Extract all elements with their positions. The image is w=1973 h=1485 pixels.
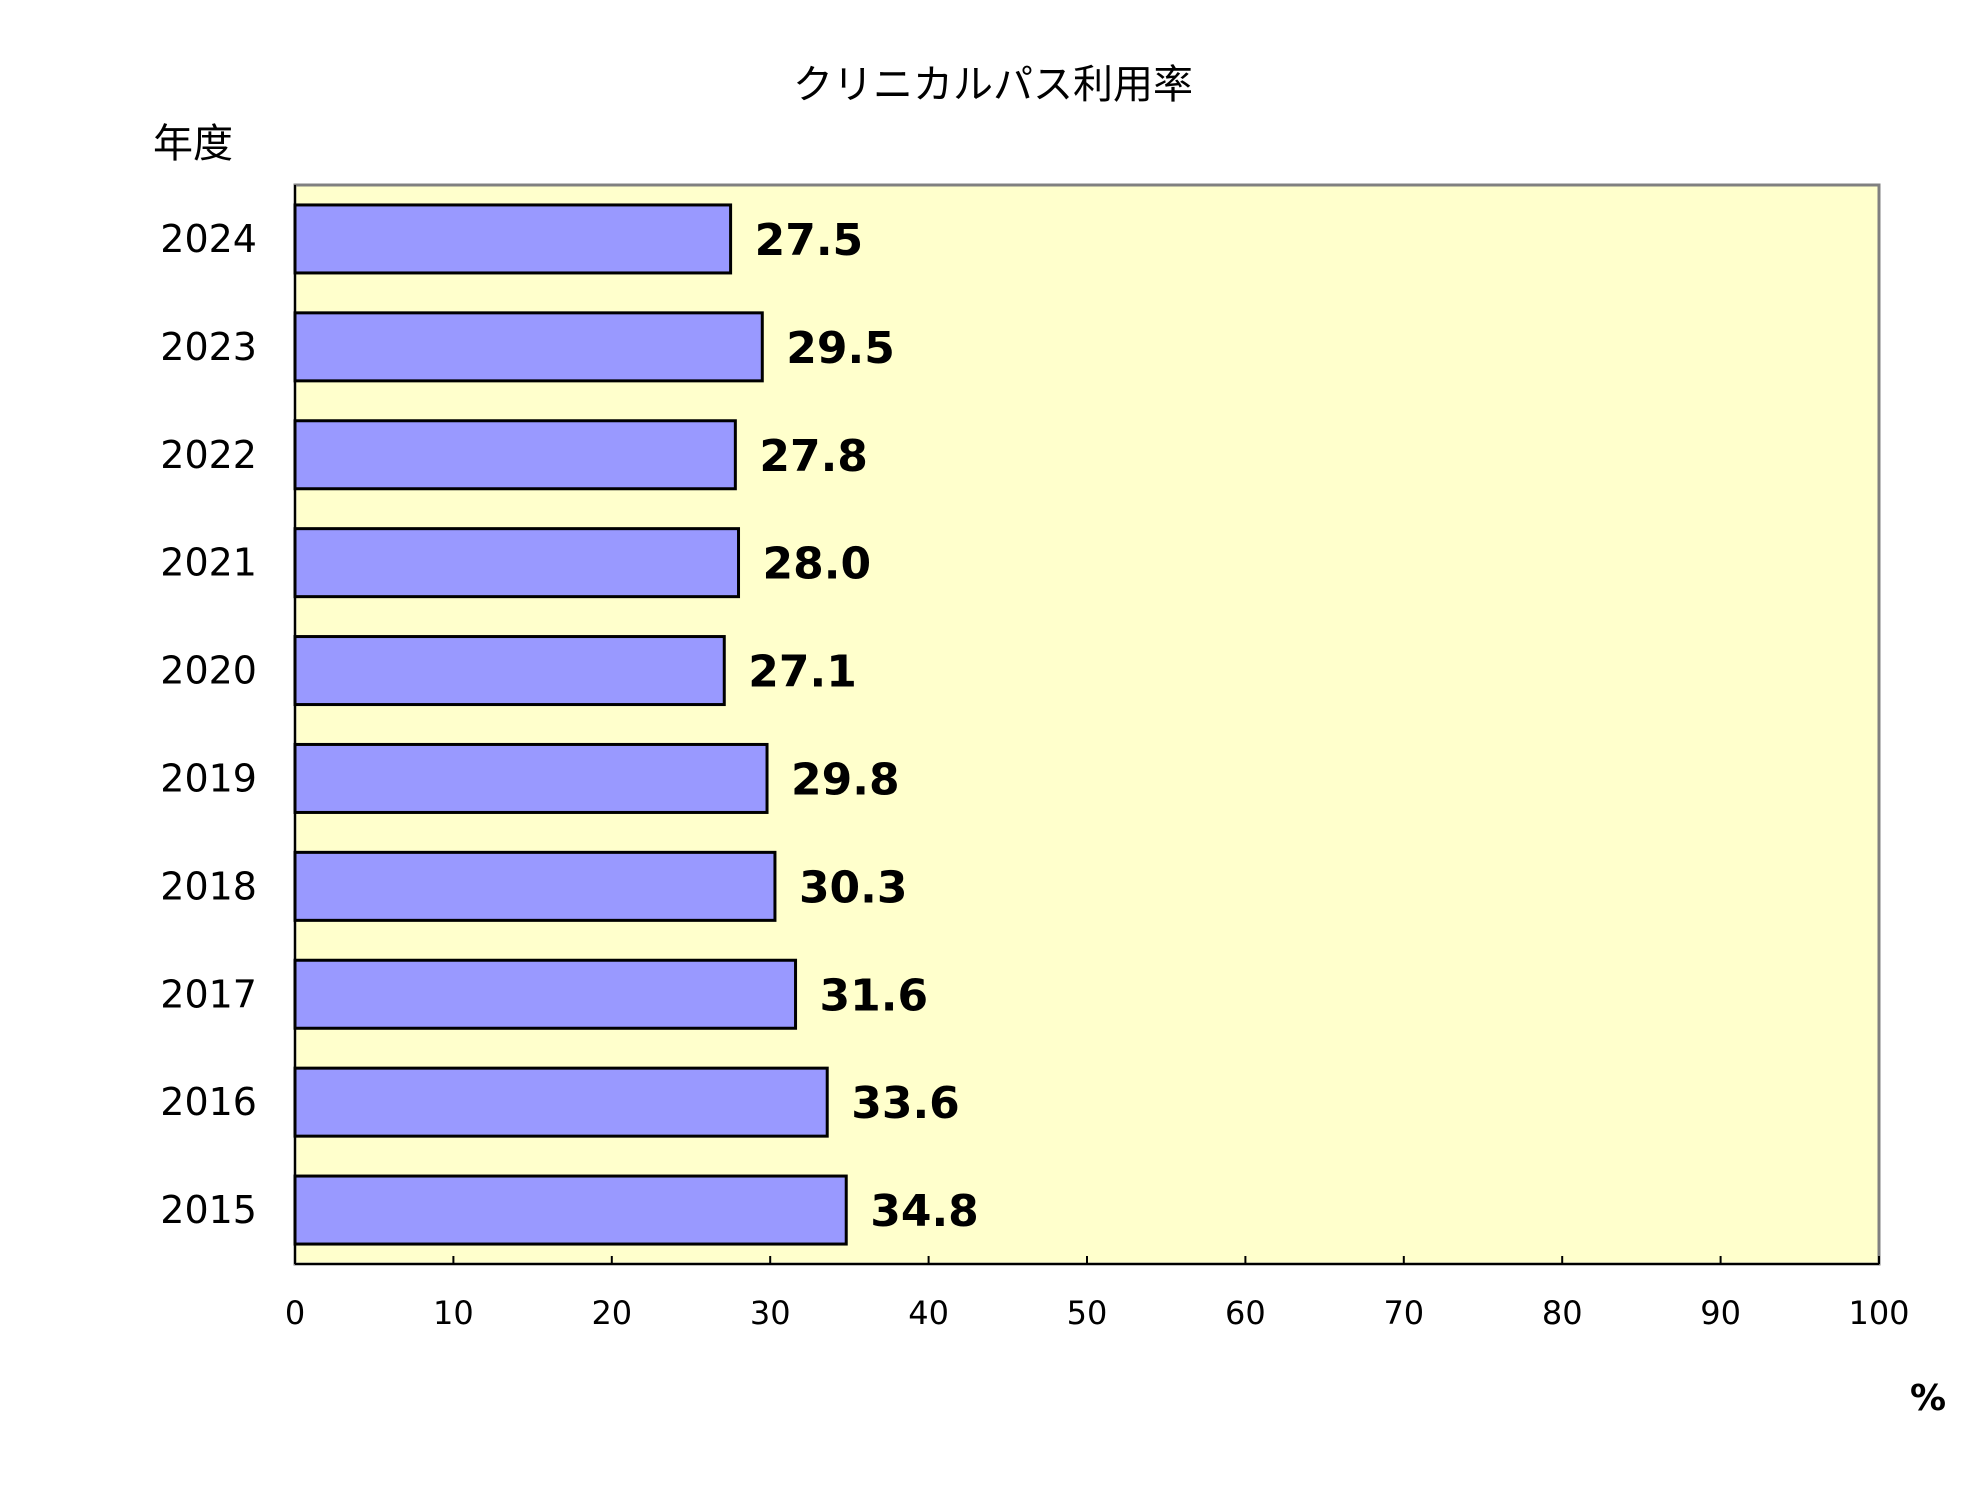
bar-2018 [293, 850, 777, 922]
x-tick-label-60: 60 [1225, 1294, 1266, 1332]
x-tick-label-90: 90 [1700, 1294, 1741, 1332]
bars-group [293, 203, 848, 1246]
bar-2015 [293, 1174, 848, 1246]
category-label-2018: 2018 [160, 864, 257, 908]
y-axis-label: 年度 [153, 121, 233, 167]
bar-2020 [293, 635, 726, 707]
x-tick-label-100: 100 [1848, 1294, 1909, 1332]
value-labels: 27.5 29.5 27.8 28.0 27.1 29.8 30.3 31.6 33.6 34.8 [748, 215, 979, 1237]
value-label-2024: 27.5 [755, 215, 864, 266]
x-tick-label-40: 40 [908, 1294, 949, 1332]
value-label-2023: 29.5 [786, 323, 895, 374]
bar-2017 [293, 958, 798, 1030]
bar-2016 [293, 1066, 829, 1138]
x-tick-label-80: 80 [1542, 1294, 1583, 1332]
value-label-2018: 30.3 [799, 862, 908, 913]
x-tick-label-30: 30 [750, 1294, 791, 1332]
bar-2021 [293, 527, 741, 599]
x-tick-label-50: 50 [1067, 1294, 1108, 1332]
x-axis-ticks: 0 10 20 30 40 50 60 70 80 90 100 [285, 1256, 1910, 1332]
value-label-2015: 34.8 [870, 1186, 979, 1237]
bar-2024 [293, 203, 733, 275]
value-label-2017: 31.6 [820, 970, 929, 1021]
category-label-2020: 2020 [160, 649, 257, 693]
x-axis-unit-label: % [1910, 1378, 1946, 1419]
category-label-2017: 2017 [160, 972, 257, 1016]
x-tick-label-70: 70 [1383, 1294, 1424, 1332]
category-label-2016: 2016 [160, 1080, 257, 1124]
category-label-2015: 2015 [160, 1188, 257, 1232]
category-label-2023: 2023 [160, 325, 257, 369]
x-tick-label-0: 0 [285, 1294, 305, 1332]
x-tick-label-20: 20 [591, 1294, 632, 1332]
category-label-2019: 2019 [160, 756, 257, 800]
x-tick-label-10: 10 [433, 1294, 474, 1332]
category-labels: 2024 2023 2022 2021 2020 2019 2018 2017 2016 2015 [160, 217, 257, 1232]
bar-2019 [293, 742, 769, 814]
value-label-2022: 27.8 [759, 431, 868, 482]
category-label-2024: 2024 [160, 217, 257, 261]
value-label-2020: 27.1 [748, 647, 857, 698]
bar-2022 [293, 419, 737, 491]
value-label-2019: 29.8 [791, 754, 900, 805]
category-label-2022: 2022 [160, 433, 257, 477]
chart-title: クリニカルパス利用率 [793, 62, 1193, 108]
value-label-2016: 33.6 [851, 1078, 960, 1129]
bar-2023 [293, 311, 764, 383]
value-label-2021: 28.0 [763, 539, 872, 590]
category-label-2021: 2021 [160, 541, 257, 585]
